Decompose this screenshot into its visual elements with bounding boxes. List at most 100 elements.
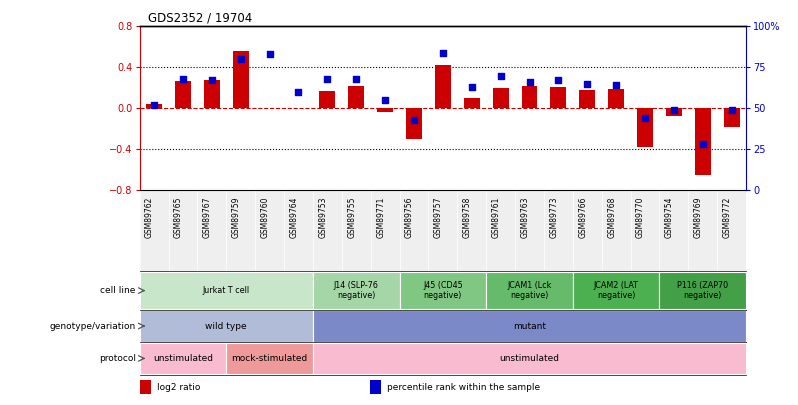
Bar: [313, 343, 746, 374]
Bar: [197, 190, 227, 271]
Bar: [717, 190, 746, 271]
Bar: [168, 190, 197, 271]
Text: GSM89766: GSM89766: [579, 197, 587, 238]
Point: [581, 81, 594, 87]
Text: GDS2352 / 19704: GDS2352 / 19704: [148, 11, 252, 24]
Text: cell line: cell line: [101, 286, 136, 295]
Point: [638, 115, 651, 122]
Bar: [522, 86, 538, 108]
Text: unstimulated: unstimulated: [500, 354, 559, 363]
Point: [148, 102, 160, 108]
Text: percentile rank within the sample: percentile rank within the sample: [387, 383, 540, 392]
Point: [523, 79, 536, 85]
Text: protocol: protocol: [99, 354, 136, 363]
Bar: [544, 190, 573, 271]
Bar: [435, 65, 451, 108]
Bar: [515, 190, 544, 271]
Bar: [140, 272, 313, 309]
Point: [437, 49, 449, 56]
Text: genotype/variation: genotype/variation: [49, 322, 136, 330]
Text: GSM89762: GSM89762: [145, 197, 154, 238]
Bar: [724, 108, 740, 127]
Bar: [464, 98, 480, 108]
Text: GSM89770: GSM89770: [636, 197, 645, 238]
Text: GSM89767: GSM89767: [203, 197, 211, 238]
Point: [321, 76, 334, 82]
Text: GSM89758: GSM89758: [463, 197, 472, 238]
Text: GSM89772: GSM89772: [723, 197, 732, 238]
Bar: [227, 190, 255, 271]
Bar: [573, 190, 602, 271]
Bar: [486, 272, 573, 309]
Bar: [371, 190, 400, 271]
Bar: [313, 311, 746, 341]
Point: [205, 77, 218, 84]
Bar: [227, 343, 313, 374]
Bar: [313, 190, 342, 271]
Text: GSM89760: GSM89760: [261, 197, 270, 238]
Text: unstimulated: unstimulated: [153, 354, 213, 363]
Point: [610, 82, 622, 89]
Bar: [377, 108, 393, 113]
Text: Jurkat T cell: Jurkat T cell: [203, 286, 250, 295]
Bar: [348, 86, 364, 108]
Point: [408, 117, 421, 123]
Bar: [579, 90, 595, 108]
Text: GSM89769: GSM89769: [693, 197, 703, 238]
Bar: [204, 80, 219, 108]
Text: GSM89754: GSM89754: [665, 197, 674, 238]
Point: [379, 97, 392, 103]
Text: GSM89771: GSM89771: [376, 197, 385, 238]
Bar: [140, 190, 168, 271]
Bar: [689, 190, 717, 271]
Point: [494, 72, 507, 79]
Text: wild type: wild type: [205, 322, 247, 330]
Bar: [140, 380, 151, 394]
Point: [668, 107, 681, 113]
Text: log2 ratio: log2 ratio: [156, 383, 200, 392]
Bar: [630, 190, 659, 271]
Point: [292, 89, 305, 95]
Bar: [637, 108, 653, 147]
Point: [263, 51, 276, 58]
Bar: [492, 88, 508, 108]
Text: GSM89765: GSM89765: [174, 197, 183, 238]
Bar: [370, 380, 381, 394]
Text: P116 (ZAP70
negative): P116 (ZAP70 negative): [678, 281, 729, 300]
Bar: [486, 190, 515, 271]
Text: GSM89759: GSM89759: [231, 197, 241, 238]
Text: GSM89755: GSM89755: [347, 197, 356, 238]
Text: GSM89761: GSM89761: [492, 197, 500, 238]
Bar: [319, 91, 335, 108]
Point: [235, 56, 247, 62]
Text: GSM89757: GSM89757: [434, 197, 443, 238]
Bar: [284, 190, 313, 271]
Point: [552, 77, 565, 84]
Bar: [695, 108, 711, 175]
Bar: [659, 272, 746, 309]
Text: GSM89764: GSM89764: [290, 197, 298, 238]
Bar: [608, 89, 624, 108]
Text: GSM89756: GSM89756: [405, 197, 414, 238]
Point: [176, 76, 189, 82]
Text: JCAM2 (LAT
negative): JCAM2 (LAT negative): [594, 281, 638, 300]
Bar: [146, 104, 162, 108]
Text: GSM89753: GSM89753: [318, 197, 327, 238]
Point: [697, 141, 709, 148]
Text: J45 (CD45
negative): J45 (CD45 negative): [423, 281, 463, 300]
Bar: [602, 190, 630, 271]
Text: JCAM1 (Lck
negative): JCAM1 (Lck negative): [508, 281, 551, 300]
Text: mutant: mutant: [513, 322, 546, 330]
Bar: [551, 87, 567, 108]
Bar: [342, 190, 371, 271]
Text: GSM89773: GSM89773: [549, 197, 559, 238]
Bar: [666, 108, 681, 115]
Bar: [233, 51, 249, 108]
Bar: [429, 190, 457, 271]
Point: [725, 107, 738, 113]
Bar: [400, 272, 486, 309]
Bar: [175, 81, 191, 108]
Point: [465, 84, 478, 90]
Bar: [659, 190, 689, 271]
Point: [350, 76, 362, 82]
